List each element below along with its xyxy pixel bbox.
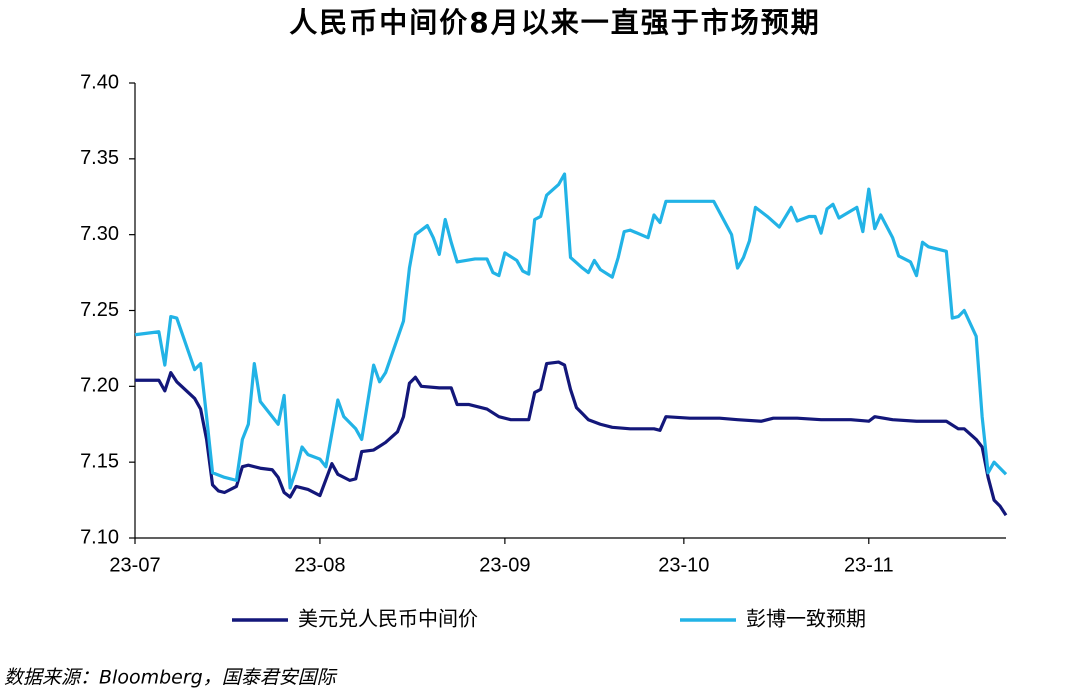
x-tick-label: 23-11 — [844, 554, 894, 576]
x-tick-label: 23-09 — [479, 554, 530, 576]
y-tick-label: 7.20 — [80, 375, 119, 397]
x-tick-label: 23-10 — [658, 554, 709, 576]
y-tick-label: 7.30 — [80, 223, 119, 245]
chart-title: 人民币中间价8月以来一直强于市场预期 — [289, 6, 821, 39]
y-tick-label: 7.35 — [80, 147, 119, 169]
series-line — [135, 360, 1008, 517]
legend-label: 彭博一致预期 — [746, 607, 866, 631]
x-tick-label: 23-07 — [109, 554, 160, 576]
x-tick-label: 23-08 — [294, 554, 345, 576]
y-tick-label: 7.10 — [80, 526, 119, 548]
y-tick-label: 7.40 — [80, 71, 119, 93]
legend-label: 美元兑人民币中间价 — [298, 607, 478, 631]
series-line — [134, 172, 1008, 490]
y-tick-label: 7.15 — [80, 450, 119, 472]
source-note: 数据来源：Bloomberg，国泰君安国际 — [4, 667, 338, 689]
y-tick-label: 7.25 — [80, 299, 119, 321]
